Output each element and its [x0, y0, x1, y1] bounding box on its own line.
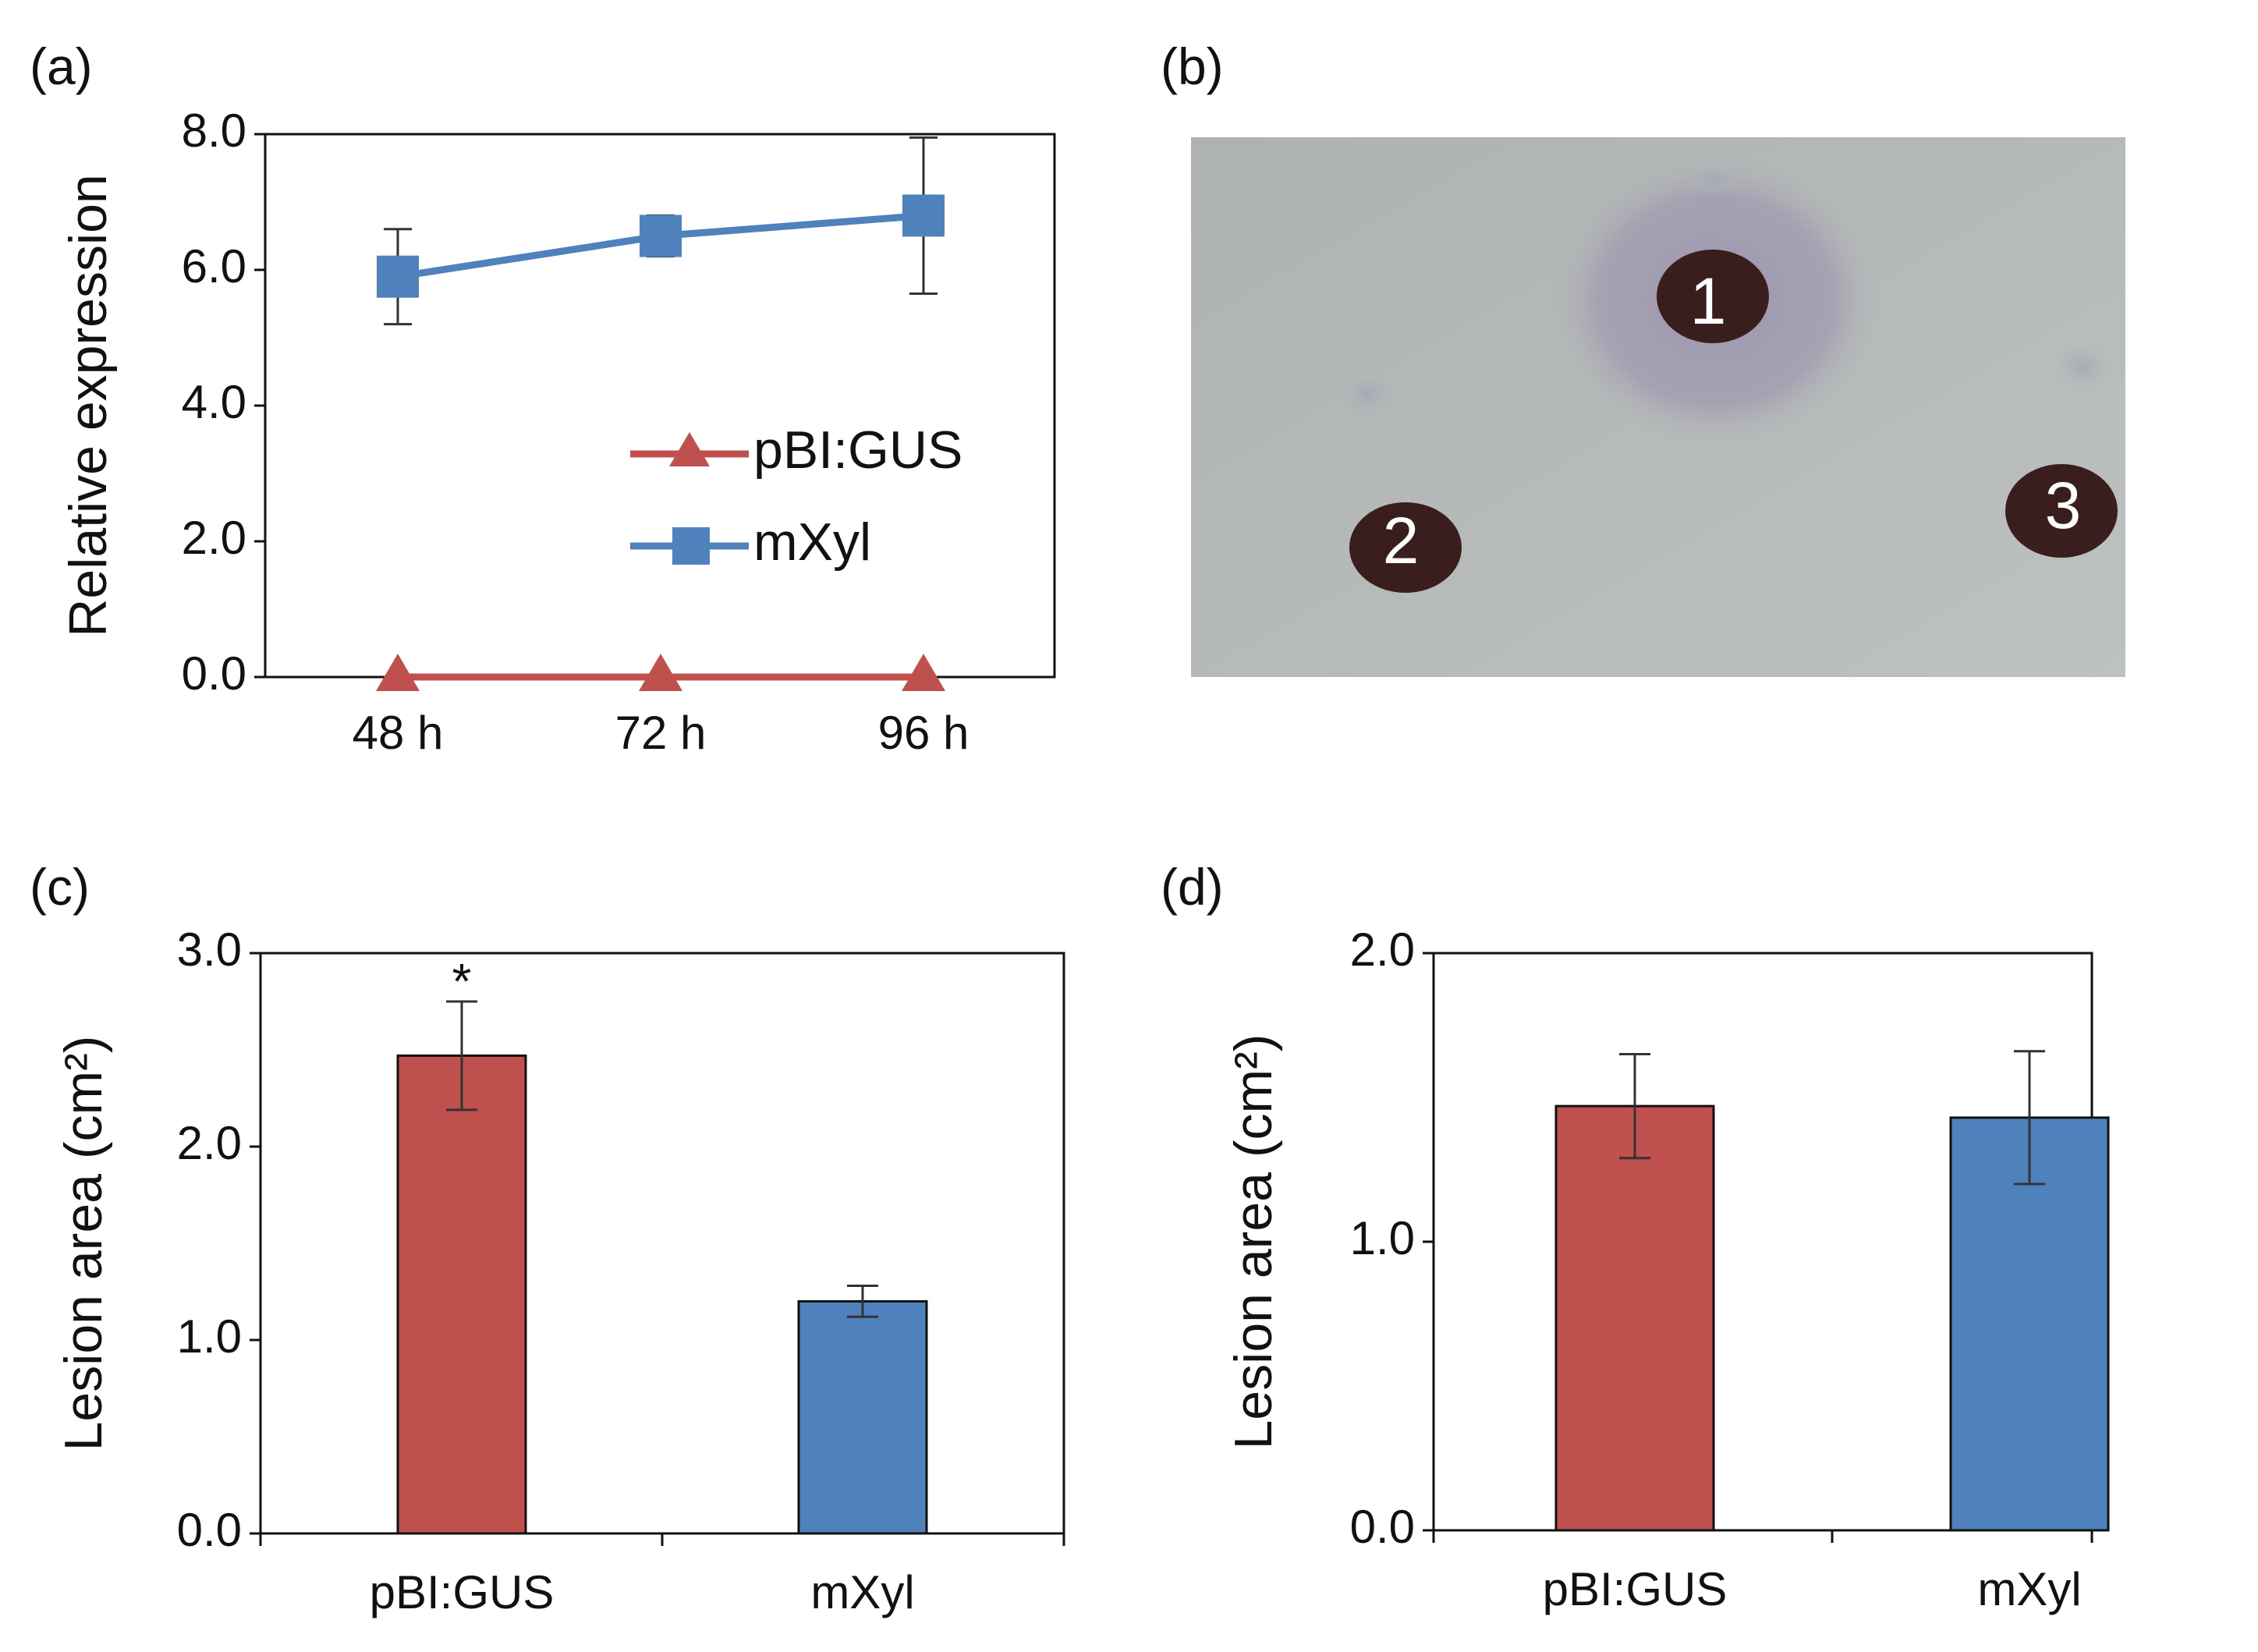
plot-frame-c — [259, 952, 1065, 1535]
y-axis-title-d: Lesion area (cm²) — [1224, 1034, 1283, 1450]
x-tick-label-a: 96 h — [878, 707, 969, 759]
disc-label-2: 2 — [1383, 504, 1420, 577]
y-tick-label-a: 2.0 — [182, 512, 246, 564]
significance-marker-c: * — [452, 953, 472, 1009]
panel-label-b: (b) — [1161, 37, 1224, 95]
disc-label-1: 1 — [1690, 264, 1727, 338]
y-tick-label-c: 3.0 — [177, 923, 242, 976]
faint-mark-top — [1682, 164, 1744, 195]
plate-photo: 1 2 3 — [1191, 137, 2125, 677]
y-tick-label-c: 2.0 — [177, 1117, 242, 1169]
y-tick-label-c: 0.0 — [177, 1504, 242, 1556]
series-point-pBI:GUS — [376, 654, 420, 691]
bar-c-mXyl — [797, 1299, 928, 1535]
x-tick-label-a: 48 h — [353, 707, 444, 759]
y-tick-label-a: 0.0 — [182, 647, 246, 700]
legend-label-mXyl: mXyl — [753, 512, 871, 572]
series-point-mXyl — [640, 214, 682, 257]
disc-1 — [1657, 250, 1769, 343]
bar-c-pBI:GUS — [396, 1054, 527, 1535]
chart-c: 0.0 1.0 2.0 3.0 Lesion area (cm²) * pBI:GUS mXy… — [54, 923, 1065, 1618]
y-axis-title-a: Relative expression — [58, 174, 118, 636]
series-point-mXyl — [377, 255, 419, 298]
chart-d: 0.0 1.0 2.0 Lesion area (cm²) pBI:GUS mXyl — [1224, 923, 2110, 1615]
series-point-pBI:GUS — [902, 654, 945, 691]
legend-marker-pBI:GUS — [669, 432, 710, 466]
x-tick-label-c: pBI:GUS — [370, 1566, 555, 1618]
y-tick-label-d: 0.0 — [1350, 1501, 1415, 1553]
series-point-pBI:GUS — [639, 654, 682, 691]
panel-label-c: (c) — [30, 858, 90, 916]
y-tick-label-a: 8.0 — [182, 105, 246, 157]
chart-a: 0.0 2.0 4.0 6.0 8.0 Relative expression 48 h 72… — [58, 105, 1056, 759]
panel-label-d: (d) — [1161, 858, 1224, 916]
x-tick-label-c: mXyl — [810, 1566, 914, 1618]
x-tick-label-a: 72 h — [615, 707, 707, 759]
y-axis-title-c: Lesion area (cm²) — [54, 1036, 113, 1452]
y-tick-label-a: 4.0 — [182, 376, 246, 428]
y-tick-label-d: 2.0 — [1350, 923, 1415, 976]
y-tick-label-a: 6.0 — [182, 240, 246, 292]
bar-d-pBI:GUS — [1554, 1104, 1715, 1532]
faint-halo-2 — [1337, 369, 1396, 419]
legend-marker-mXyl — [672, 527, 710, 565]
legend-label-pBI:GUS: pBI:GUS — [753, 420, 962, 480]
faint-halo-3 — [2051, 340, 2114, 393]
disc-2 — [1349, 502, 1462, 593]
x-tick-label-d: pBI:GUS — [1543, 1563, 1728, 1615]
y-tick-label-c: 1.0 — [177, 1310, 242, 1363]
y-tick-label-d: 1.0 — [1350, 1212, 1415, 1264]
x-tick-label-d: mXyl — [1977, 1563, 2081, 1615]
disc-3 — [2005, 464, 2118, 558]
disc-label-3: 3 — [2045, 469, 2082, 542]
series-point-mXyl — [902, 194, 945, 237]
panel-label-a: (a) — [30, 37, 93, 95]
